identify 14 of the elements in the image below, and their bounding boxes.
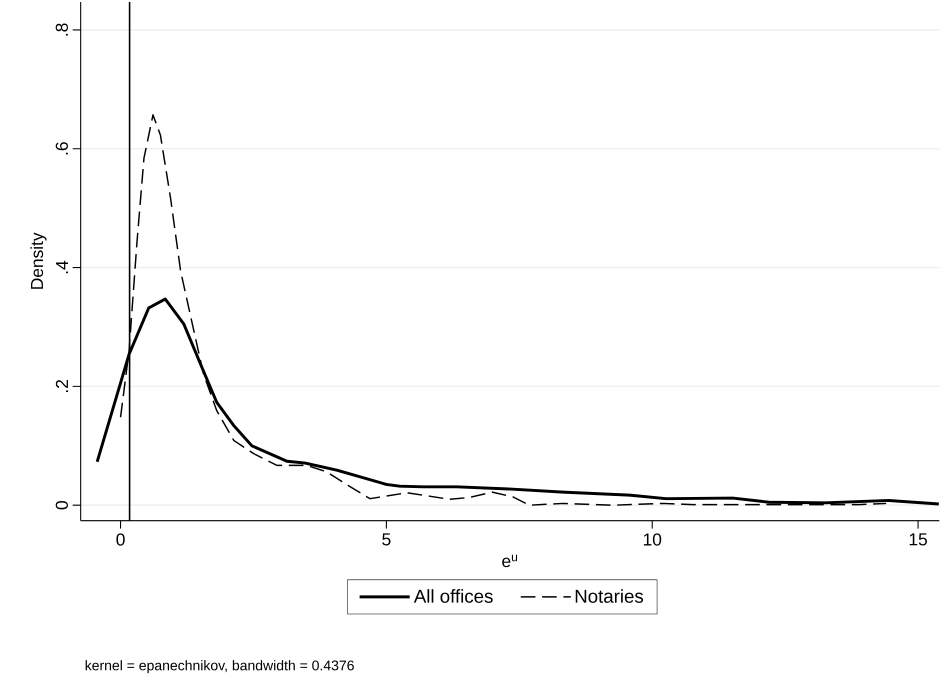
text: kernel = epanechnikov, bandwidth = 0.4376 (86, 660, 354, 674)
y-tick-label: .8 (56, 23, 68, 36)
y-tick-label: .6 (56, 142, 68, 154)
y-tick-label: 0 (56, 501, 68, 510)
x-axis-title: e$^{u}$ (502, 554, 518, 568)
x-tick-label: 0 (116, 533, 125, 546)
x-tick-label: 10 (644, 533, 662, 546)
y-tick-label: .4 (56, 260, 68, 274)
y-tick-label: .2 (56, 380, 68, 392)
y-axis-title: Density (30, 232, 47, 289)
x-tick-label: 5 (382, 533, 390, 546)
legend-label: All offices (414, 589, 493, 603)
legend-label: Notaries (576, 589, 644, 603)
x-tick-label: 15 (910, 533, 927, 546)
